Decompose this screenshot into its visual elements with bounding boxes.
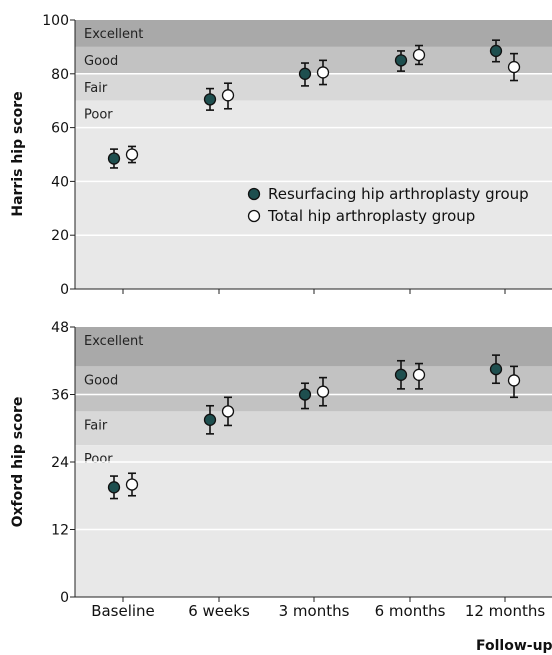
- band-label: Excellent: [84, 27, 143, 42]
- x-tick-label: Baseline: [91, 602, 155, 620]
- band-fair: [75, 411, 552, 446]
- legend-marker: [247, 209, 261, 223]
- total-hip-point: [125, 478, 139, 491]
- y-axis-label: Harris hip score: [10, 91, 26, 216]
- total-hip-point: [125, 148, 139, 161]
- y-tick-label: 0: [60, 590, 69, 606]
- total-hip-point: [412, 48, 426, 62]
- total-hip-point: [316, 385, 330, 398]
- total-hip-point: [221, 405, 235, 418]
- y-tick-label: 0: [60, 282, 69, 298]
- resurfacing-point: [203, 413, 217, 426]
- band-label: Good: [84, 54, 118, 69]
- x-tick-label: 6 weeks: [188, 602, 250, 620]
- y-axis-label: Oxford hip score: [10, 397, 26, 528]
- band-label: Fair: [84, 81, 108, 96]
- total-hip-point: [316, 66, 330, 79]
- resurfacing-point: [298, 67, 312, 80]
- band-label: Excellent: [84, 334, 143, 349]
- y-tick-label: 12: [51, 523, 69, 539]
- resurfacing-point: [394, 54, 408, 67]
- legend-label: Total hip arthroplasty group: [267, 207, 475, 225]
- total-hip-point: [221, 89, 235, 102]
- legend-marker: [247, 187, 261, 201]
- band-excellent: [75, 20, 552, 47]
- y-tick-label: 60: [51, 121, 69, 137]
- band-label: Poor: [84, 452, 113, 467]
- band-good: [75, 366, 552, 412]
- band-label: Fair: [84, 418, 108, 433]
- resurfacing-point: [489, 44, 503, 58]
- y-tick-label: 40: [51, 174, 69, 190]
- x-axis-label: Follow-up: [476, 638, 552, 654]
- resurfacing-point: [489, 363, 503, 376]
- band-good: [75, 46, 552, 74]
- x-tick-label: 3 months: [279, 602, 350, 620]
- band-fair: [75, 73, 552, 101]
- y-tick-label: 24: [51, 455, 69, 471]
- band-excellent: [75, 327, 552, 367]
- resurfacing-point: [107, 481, 121, 494]
- band-label: Good: [84, 373, 118, 388]
- x-tick-label: 12 months: [465, 602, 546, 620]
- resurfacing-point: [203, 93, 217, 106]
- y-tick-label: 20: [51, 228, 69, 244]
- resurfacing-point: [394, 368, 408, 381]
- band-poor: [75, 100, 552, 289]
- legend-label: Resurfacing hip arthroplasty group: [268, 185, 529, 203]
- x-tick-label: 6 months: [375, 602, 446, 620]
- y-tick-label: 100: [42, 13, 69, 29]
- total-hip-point: [412, 368, 426, 381]
- y-tick-label: 48: [51, 320, 69, 336]
- y-tick-label: 36: [51, 388, 69, 404]
- band-label: Poor: [84, 108, 113, 123]
- resurfacing-point: [107, 152, 121, 165]
- total-hip-point: [507, 374, 521, 387]
- y-tick-label: 80: [51, 67, 69, 83]
- resurfacing-point: [298, 388, 312, 401]
- band-poor: [75, 445, 552, 597]
- total-hip-point: [507, 60, 521, 74]
